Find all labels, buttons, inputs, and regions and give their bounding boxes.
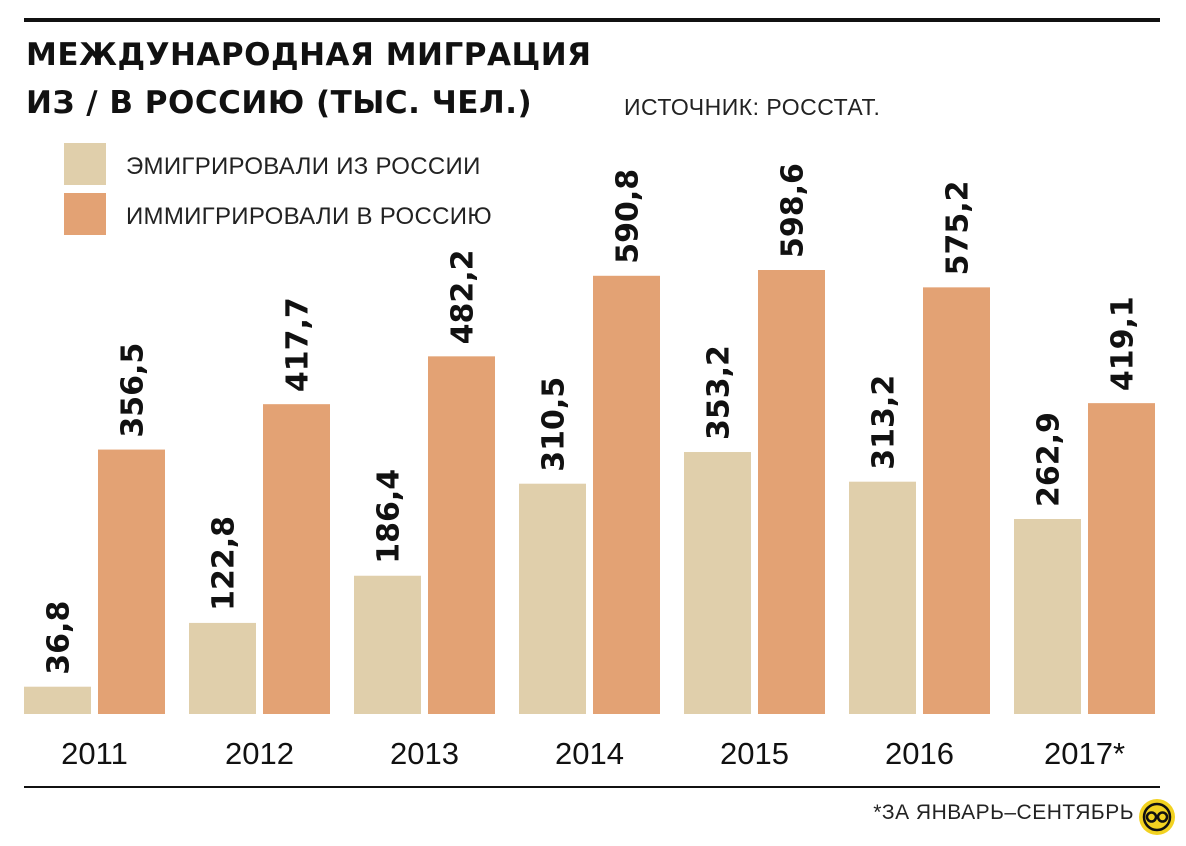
bar-emigrated-2012 bbox=[189, 622, 256, 714]
bar-emigrated-2017 bbox=[1014, 518, 1081, 714]
bar-emigrated-2016 bbox=[849, 481, 916, 714]
legend-label-emigrated: ЭМИГРИРОВАЛИ ИЗ РОССИИ bbox=[126, 153, 481, 180]
category-label-2011: 2011 bbox=[61, 736, 128, 771]
legend-swatch-emigrated bbox=[64, 143, 106, 185]
bar-emigrated-2015 bbox=[684, 452, 751, 714]
bar-immigrated-2013 bbox=[428, 356, 495, 714]
legend-label-immigrated: ИММИГРИРОВАЛИ В РОССИЮ bbox=[126, 203, 492, 230]
chart-title-line-2: ИЗ / В РОССИЮ (ТЫС. ЧЕЛ.) bbox=[26, 85, 533, 121]
chart-title-line-1: МЕЖДУНАРОДНАЯ МИГРАЦИЯ bbox=[26, 37, 592, 73]
data-label-immigrated-2015: 598,6 bbox=[776, 163, 811, 258]
bar-immigrated-2017 bbox=[1088, 403, 1155, 714]
data-label-immigrated-2011: 356,5 bbox=[116, 343, 151, 438]
category-label-2013: 2013 bbox=[390, 736, 459, 771]
bar-immigrated-2011 bbox=[98, 449, 165, 714]
source-note: ИСТОЧНИК: РОССТАТ. bbox=[624, 94, 881, 120]
data-label-emigrated-2011: 36,8 bbox=[42, 601, 77, 675]
data-label-emigrated-2017: 262,9 bbox=[1032, 412, 1067, 507]
data-label-emigrated-2015: 353,2 bbox=[702, 345, 737, 440]
bar-immigrated-2012 bbox=[263, 404, 330, 714]
data-label-immigrated-2017: 419,1 bbox=[1106, 296, 1141, 391]
top-rule bbox=[24, 18, 1160, 22]
bar-immigrated-2014 bbox=[593, 275, 660, 714]
category-label-2016: 2016 bbox=[885, 736, 954, 771]
data-label-immigrated-2014: 590,8 bbox=[611, 169, 646, 264]
category-label-2015: 2015 bbox=[720, 736, 789, 771]
data-label-immigrated-2016: 575,2 bbox=[941, 180, 976, 275]
category-label-2017: 2017* bbox=[1044, 736, 1125, 771]
bottom-rule bbox=[24, 786, 1160, 788]
category-label-2012: 2012 bbox=[225, 736, 294, 771]
bar-immigrated-2015 bbox=[758, 270, 825, 714]
bar-immigrated-2016 bbox=[923, 287, 990, 714]
data-label-emigrated-2016: 313,2 bbox=[867, 375, 902, 470]
data-label-immigrated-2012: 417,7 bbox=[281, 297, 316, 392]
eye-logo-icon bbox=[1139, 799, 1175, 835]
data-label-emigrated-2014: 310,5 bbox=[537, 377, 572, 472]
footnote: *ЗА ЯНВАРЬ–СЕНТЯБРЬ bbox=[873, 801, 1134, 824]
legend-swatch-immigrated bbox=[64, 193, 106, 235]
data-label-immigrated-2013: 482,2 bbox=[446, 249, 481, 344]
bar-emigrated-2011 bbox=[24, 686, 91, 714]
bar-emigrated-2014 bbox=[519, 483, 586, 714]
data-label-emigrated-2013: 186,4 bbox=[372, 469, 407, 564]
bar-emigrated-2013 bbox=[354, 575, 421, 714]
data-label-emigrated-2012: 122,8 bbox=[207, 516, 242, 611]
category-label-2014: 2014 bbox=[555, 736, 624, 771]
